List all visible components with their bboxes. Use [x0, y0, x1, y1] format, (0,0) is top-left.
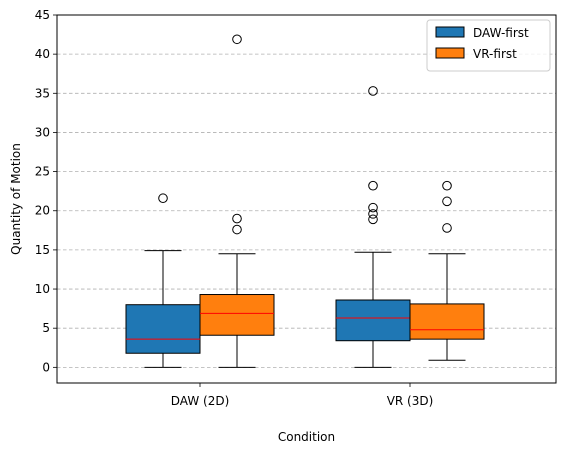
- box-body: [125, 304, 201, 354]
- outlier-point: [232, 224, 242, 235]
- axis-ticks: 0 5 10 15 20 25 30 35 40 45 DAW (2D) VR (3D): [35, 8, 434, 408]
- legend: DAW-first VR-first: [426, 19, 551, 72]
- legend-swatch: [435, 26, 465, 38]
- x-axis-label: Condition: [278, 430, 335, 444]
- y-tick-label: 10: [35, 282, 50, 296]
- y-tick-label: 25: [35, 165, 50, 179]
- outlier-point: [442, 223, 452, 233]
- y-tick-label: 20: [35, 204, 50, 218]
- box-daw-first-0: [125, 193, 201, 368]
- y-tick-label: 0: [42, 360, 50, 374]
- y-tick-label: 15: [35, 243, 50, 257]
- box-vr-first-1: [409, 180, 485, 361]
- outlier-point: [442, 196, 452, 207]
- box-body: [199, 294, 275, 336]
- x-tick-label: DAW (2D): [171, 394, 230, 408]
- y-tick-label: 35: [35, 86, 50, 100]
- box-daw-first-1: [335, 86, 411, 368]
- y-tick-label: 45: [35, 8, 50, 22]
- boxes: [125, 34, 485, 368]
- outlier-point: [232, 34, 242, 45]
- legend-swatch: [435, 47, 465, 59]
- outlier-point: [442, 180, 452, 191]
- outlier-point: [232, 213, 242, 224]
- y-tick-label: 30: [35, 125, 50, 139]
- outlier-point: [158, 193, 168, 204]
- y-tick-label: 5: [42, 321, 50, 335]
- legend-label: DAW-first: [473, 26, 529, 40]
- outlier-point: [368, 180, 378, 191]
- outlier-point: [368, 209, 378, 219]
- x-tick-label: VR (3D): [387, 394, 434, 408]
- y-axis-label: Quantity of Motion: [9, 143, 23, 255]
- outlier-point: [368, 86, 378, 96]
- y-tick-label: 40: [35, 47, 50, 61]
- box-body: [409, 303, 485, 340]
- box-vr-first-0: [199, 34, 275, 368]
- outlier-point: [368, 202, 378, 213]
- legend-label: VR-first: [473, 47, 517, 61]
- outlier-point: [368, 214, 378, 225]
- plot-frame: [56, 14, 557, 384]
- box-body: [335, 299, 411, 342]
